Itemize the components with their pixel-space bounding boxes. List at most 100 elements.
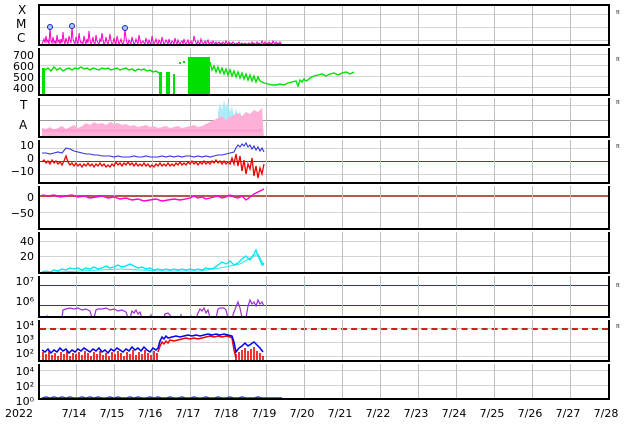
gridline	[40, 342, 608, 343]
gridline-v	[418, 276, 419, 316]
right-label-6: π	[616, 323, 620, 330]
gridline-v	[228, 48, 229, 94]
gridline	[40, 256, 608, 257]
gridline-v	[114, 140, 115, 182]
ytick-bz-10: 10	[20, 139, 34, 152]
gridline-v	[76, 276, 77, 316]
electron-alert-threshold-1e4	[40, 328, 608, 330]
xtick-0722: 7/22	[365, 407, 391, 420]
gridline-v	[190, 6, 191, 44]
gridline-v	[266, 140, 267, 182]
xtick-0716: 7/16	[137, 407, 163, 420]
gridline-v	[532, 48, 533, 94]
gridline-v	[570, 276, 571, 316]
kp-index-panel[interactable]	[38, 232, 610, 274]
gridline-v	[228, 6, 229, 44]
gridline-v	[456, 364, 457, 398]
gridline	[40, 65, 608, 66]
gridline-v	[152, 6, 153, 44]
dst-index-panel[interactable]	[38, 186, 610, 230]
gridline-v	[570, 320, 571, 360]
xtick-0725: 7/25	[479, 407, 505, 420]
proton-flux-panel[interactable]	[38, 276, 610, 318]
gridline-v	[342, 186, 343, 228]
ylabel-temp-A: A	[19, 118, 28, 132]
gridline	[40, 27, 608, 28]
gridline	[40, 54, 608, 55]
electron-flux-low-panel[interactable]	[38, 364, 610, 400]
gridline	[40, 120, 608, 121]
gridline-v	[190, 98, 191, 136]
ytick-bz-neg10: −10	[10, 165, 34, 178]
gridline-v	[570, 232, 571, 272]
gridline-v	[304, 140, 305, 182]
gridline-v	[266, 6, 267, 44]
ytick-speed-500: 500	[13, 71, 34, 84]
ytick-proton-1e6: 10⁶	[15, 295, 34, 308]
integral-flux-trace	[41, 396, 282, 398]
electron-flux-high-panel[interactable]	[38, 320, 610, 362]
solar-wind-speed-panel[interactable]	[38, 48, 610, 96]
gridline	[40, 385, 608, 386]
gridline-v	[494, 186, 495, 228]
xtick-0726: 7/26	[517, 407, 543, 420]
xtick-0715: 7/15	[99, 407, 125, 420]
ytick-low-1e0: 10⁰	[15, 395, 34, 408]
gridline-v	[418, 98, 419, 136]
gridline-v	[342, 276, 343, 316]
xtick-0723: 7/23	[403, 407, 429, 420]
gridline-v	[456, 6, 457, 44]
gridline	[40, 241, 608, 242]
proton-threshold-1e7	[40, 285, 608, 286]
xtick-0719: 7/19	[251, 407, 277, 420]
gridline-v	[304, 48, 305, 94]
gridline	[40, 370, 608, 371]
gridline-v	[342, 6, 343, 44]
gridline-v	[304, 320, 305, 360]
gridline-v	[152, 140, 153, 182]
gridline-v	[570, 186, 571, 228]
xtick-0728: 7/28	[593, 407, 619, 420]
xtick-0721: 7/21	[327, 407, 353, 420]
temperature-density-panel[interactable]	[38, 98, 610, 138]
ytick-ap-40: 40	[20, 235, 34, 248]
gridline-v	[342, 232, 343, 272]
gridline-v	[494, 140, 495, 182]
gridline-v	[570, 364, 571, 398]
gridline-v	[532, 6, 533, 44]
gridline-v	[570, 48, 571, 94]
gridline-v	[152, 320, 153, 360]
gridline-v	[380, 320, 381, 360]
gridline-v	[228, 276, 229, 316]
ytick-low-1e2: 10²	[15, 380, 34, 393]
gridline-v	[494, 98, 495, 136]
ytick-ele-1e2: 10²	[15, 347, 34, 360]
gridline-v	[114, 48, 115, 94]
gridline-v	[380, 276, 381, 316]
gridline-v	[114, 320, 115, 360]
magnetic-field-panel[interactable]	[38, 140, 610, 184]
gridline-v	[342, 140, 343, 182]
gridline-v	[304, 364, 305, 398]
gridline-v	[152, 98, 153, 136]
xtick-0727: 7/27	[555, 407, 581, 420]
flare-marker	[122, 25, 128, 31]
ytick-proton-1e7: 10⁷	[15, 275, 34, 288]
gridline-v	[570, 98, 571, 136]
right-label-1: π	[616, 9, 620, 16]
gridline-v	[76, 186, 77, 228]
gridline-v	[456, 48, 457, 94]
right-label-3: π	[616, 99, 620, 106]
gridline-v	[380, 232, 381, 272]
gridline-v	[418, 6, 419, 44]
gridline-v	[342, 364, 343, 398]
flare-marker	[47, 24, 53, 30]
xray-flux-panel[interactable]	[38, 4, 610, 46]
ytick-ele-1e4: 10⁴	[15, 319, 34, 332]
gridline-v	[380, 48, 381, 94]
gridline-v	[456, 232, 457, 272]
gridline-v	[494, 6, 495, 44]
gridline	[40, 76, 608, 77]
magnetic-field-trace	[41, 141, 265, 179]
gridline-v	[304, 232, 305, 272]
